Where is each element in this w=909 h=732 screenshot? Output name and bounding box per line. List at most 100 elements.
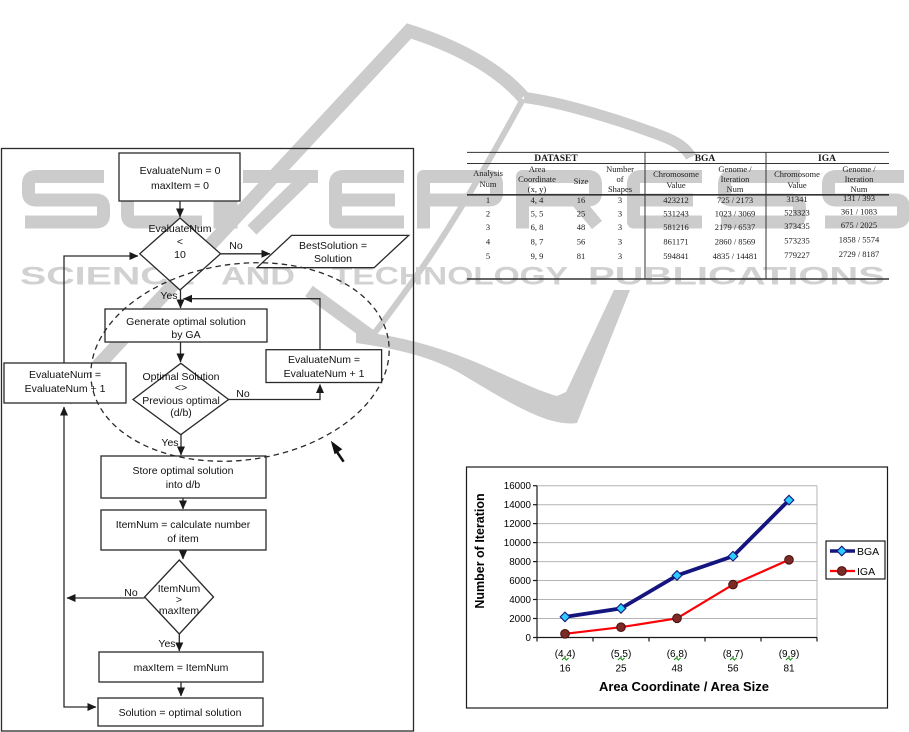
svg-text:9, 9: 9, 9 [531, 251, 544, 261]
svg-text:into d/b: into d/b [166, 479, 201, 491]
svg-text:Store optimal solution: Store optimal solution [133, 465, 234, 477]
svg-text:<: < [177, 236, 183, 248]
svg-text:6, 8: 6, 8 [531, 222, 544, 232]
svg-text:maxItem = 0: maxItem = 0 [151, 180, 209, 192]
svg-text:4, 4: 4, 4 [531, 195, 545, 205]
svg-text:523323: 523323 [784, 208, 810, 218]
svg-text:779227: 779227 [784, 250, 810, 260]
svg-text:of: of [616, 174, 623, 184]
svg-text:Value: Value [666, 180, 686, 190]
svg-text:No: No [229, 240, 243, 252]
svg-text:2860 / 8569: 2860 / 8569 [715, 237, 756, 247]
svg-text:Yes: Yes [158, 638, 175, 650]
svg-text:Optimal Solution: Optimal Solution [142, 371, 219, 383]
svg-text:(6,8): (6,8) [667, 649, 688, 660]
svg-text:Area: Area [529, 164, 546, 174]
svg-text:(4,4): (4,4) [555, 649, 576, 660]
svg-text:Genome /: Genome / [718, 164, 752, 174]
svg-text:ItemNum = calculate number: ItemNum = calculate number [116, 519, 251, 531]
svg-text:10: 10 [174, 249, 186, 261]
svg-text:Iteration: Iteration [721, 174, 751, 184]
svg-text:EvaluateNum + 1: EvaluateNum + 1 [284, 368, 365, 380]
svg-text:12000: 12000 [504, 519, 532, 530]
svg-text:4: 4 [486, 237, 491, 247]
svg-text:10000: 10000 [504, 538, 532, 549]
svg-text:373435: 373435 [784, 221, 810, 231]
svg-text:No: No [124, 587, 138, 599]
svg-text:BGA: BGA [857, 546, 879, 558]
svg-text:1: 1 [486, 195, 490, 205]
svg-text:BestSolution =: BestSolution = [299, 240, 367, 252]
svg-text:81: 81 [577, 251, 586, 261]
svg-text:<>: <> [175, 382, 187, 394]
svg-text:25: 25 [577, 209, 586, 219]
svg-text:3: 3 [618, 209, 622, 219]
svg-text:IGA: IGA [857, 566, 875, 578]
svg-text:DATASET: DATASET [534, 154, 578, 164]
svg-text:Previous optimal: Previous optimal [142, 395, 220, 407]
svg-text:IGA: IGA [818, 154, 836, 164]
svg-text:4835 / 14481: 4835 / 14481 [713, 251, 758, 261]
svg-text:Num: Num [480, 179, 497, 189]
svg-text:EvaluateNum =: EvaluateNum = [29, 369, 101, 381]
svg-text:Chromosome: Chromosome [653, 169, 699, 179]
svg-text:>: > [176, 594, 182, 606]
svg-text:581216: 581216 [663, 222, 689, 232]
svg-text:BGA: BGA [695, 154, 716, 164]
svg-text:4000: 4000 [509, 595, 531, 606]
svg-text:361 / 1083: 361 / 1083 [841, 207, 877, 217]
svg-text:594841: 594841 [663, 251, 689, 261]
svg-text:Analysis: Analysis [473, 168, 503, 178]
svg-text:Yes: Yes [160, 290, 177, 302]
svg-text:0: 0 [526, 633, 532, 644]
svg-text:6000: 6000 [509, 576, 531, 587]
svg-text:Genome /: Genome / [842, 164, 876, 174]
svg-text:Shapes: Shapes [608, 184, 632, 194]
svg-text:573235: 573235 [784, 236, 810, 246]
svg-text:2000: 2000 [509, 614, 531, 625]
svg-text:PUBLICATIONS: PUBLICATIONS [588, 263, 885, 291]
svg-text:56: 56 [727, 664, 739, 675]
svg-text:1023 / 3069: 1023 / 3069 [715, 209, 756, 219]
svg-text:Num: Num [851, 184, 868, 194]
svg-text:81: 81 [783, 664, 795, 675]
svg-text:56: 56 [577, 237, 586, 247]
svg-text:Chromosome: Chromosome [774, 169, 820, 179]
svg-text:725 / 2173: 725 / 2173 [717, 195, 753, 205]
svg-text:EvaluateNum = 0: EvaluateNum = 0 [140, 165, 221, 177]
svg-text:531243: 531243 [663, 209, 689, 219]
svg-text:Iteration: Iteration [845, 174, 875, 184]
svg-text:675 / 2025: 675 / 2025 [841, 220, 877, 230]
svg-text:Solution: Solution [314, 253, 352, 265]
svg-text:EvaluateNum + 1: EvaluateNum + 1 [25, 383, 106, 395]
svg-text:(x, y): (x, y) [528, 184, 547, 194]
svg-text:8, 7: 8, 7 [531, 237, 544, 247]
svg-text:2729 / 8187: 2729 / 8187 [839, 249, 880, 259]
svg-text:131 / 393: 131 / 393 [843, 193, 875, 203]
svg-text:16: 16 [577, 195, 586, 205]
svg-text:5: 5 [486, 251, 490, 261]
svg-text:maxItem: maxItem [159, 605, 200, 617]
svg-text:Area Coordinate / Area Size: Area Coordinate / Area Size [599, 679, 769, 694]
svg-text:16000: 16000 [504, 481, 532, 492]
svg-text:3: 3 [486, 222, 490, 232]
svg-text:of item: of item [167, 533, 199, 545]
svg-text:Number of Iteration: Number of Iteration [473, 493, 487, 608]
svg-text:Size: Size [574, 176, 589, 186]
svg-text:maxItem = ItemNum: maxItem = ItemNum [134, 662, 229, 674]
svg-text:Yes: Yes [161, 437, 178, 449]
svg-text:2: 2 [486, 209, 490, 219]
svg-text:14000: 14000 [504, 500, 532, 511]
svg-text:861171: 861171 [663, 237, 688, 247]
svg-text:2179 / 6537: 2179 / 6537 [715, 222, 756, 232]
svg-text:3: 3 [618, 251, 622, 261]
svg-text:48: 48 [671, 664, 683, 675]
svg-text:No: No [236, 388, 250, 400]
svg-text:Number: Number [606, 164, 634, 174]
svg-text:EvaluateNum =: EvaluateNum = [288, 354, 360, 366]
svg-text:8000: 8000 [509, 557, 531, 568]
svg-text:3: 3 [618, 222, 622, 232]
svg-text:(d/b): (d/b) [170, 407, 192, 419]
svg-text:(9,9): (9,9) [779, 649, 800, 660]
svg-text:EvaluateNum: EvaluateNum [148, 223, 211, 235]
